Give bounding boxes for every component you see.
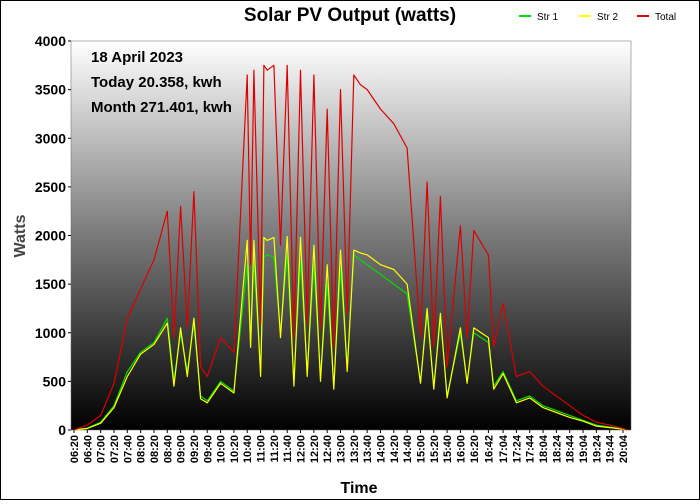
x-tick-label: 07:00 (96, 435, 108, 463)
x-tick-label: 17:44 (525, 434, 537, 463)
legend-label: Total (655, 12, 676, 23)
x-tick-label: 19:44 (605, 434, 617, 463)
series-line-total (73, 64, 628, 431)
x-axis-ticks: 06:20 06:40 07:00 07:20 07:40 08:00 08:20 08:40… (69, 430, 630, 463)
x-tick-label: 18:04 (538, 434, 550, 463)
x-tick-label: 13:00 (336, 435, 348, 463)
x-tick-label: 08:20 (149, 435, 161, 463)
y-tick-label: 4000 (35, 33, 66, 49)
x-tick-label: 13:20 (349, 435, 361, 463)
x-tick-label: 07:40 (122, 435, 134, 463)
x-tick-label: 19:24 (591, 434, 603, 463)
annotations: 18 April 2023 Today 20.358, kwh Month 271.… (91, 49, 232, 116)
y-axis-ticks: 0 500 1000 1500 2000 2500 3000 3500 4000 (35, 33, 71, 438)
x-tick-label: 09:40 (202, 435, 214, 463)
y-tick-label: 2500 (35, 179, 66, 195)
x-tick-label: 19:04 (578, 434, 590, 463)
x-tick-label: 06:40 (82, 435, 94, 463)
annotation-text: Month 271.401, kwh (91, 99, 232, 116)
x-tick-label: 20:04 (618, 434, 630, 463)
x-tick-label: 18:44 (565, 434, 577, 463)
series-line-str-2 (73, 235, 628, 431)
x-tick-label: 12:40 (322, 435, 334, 463)
annotation-text: 18 April 2023 (91, 49, 183, 66)
legend-label: Str 1 (537, 12, 559, 23)
y-tick-label: 3000 (35, 130, 66, 146)
plot-area (70, 40, 632, 431)
x-tick-label: 13:40 (362, 435, 374, 463)
series-layer (73, 64, 628, 431)
x-tick-label: 14:40 (402, 435, 414, 463)
y-tick-label: 0 (58, 422, 66, 438)
y-tick-label: 3500 (35, 82, 66, 98)
x-tick-label: 15:40 (442, 435, 454, 463)
y-tick-label: 1000 (35, 325, 66, 341)
y-tick-label: 2000 (35, 228, 66, 244)
x-tick-label: 15:20 (429, 435, 441, 463)
legend: Str 1 Str 2 Total (519, 12, 676, 23)
x-tick-label: 15:00 (415, 435, 427, 463)
x-tick-label: 09:20 (189, 435, 201, 463)
x-tick-label: 08:40 (162, 435, 174, 463)
x-tick-label: 11:40 (282, 435, 294, 463)
x-tick-label: 07:20 (109, 435, 121, 463)
x-tick-label: 12:20 (309, 435, 321, 463)
x-tick-label: 18:24 (551, 434, 563, 463)
chart-title: Solar PV Output (watts) (244, 5, 456, 26)
x-tick-label: 17:24 (511, 434, 523, 463)
x-tick-label: 16:42 (483, 435, 495, 463)
x-tick-label: 06:20 (69, 435, 81, 463)
x-tick-label: 14:00 (375, 435, 387, 463)
y-tick-label: 1500 (35, 276, 66, 292)
x-tick-label: 11:00 (256, 435, 268, 463)
x-tick-label: 10:40 (242, 435, 254, 463)
x-tick-label: 08:00 (136, 435, 148, 463)
x-tick-label: 11:20 (269, 435, 281, 463)
legend-label: Str 2 (597, 12, 619, 23)
x-tick-label: 10:00 (216, 435, 228, 463)
x-tick-label: 14:20 (389, 435, 401, 463)
y-axis-label: Watts (12, 214, 29, 257)
x-tick-label: 16:20 (469, 435, 481, 463)
x-tick-label: 09:00 (176, 435, 188, 463)
x-tick-label: 17:04 (498, 434, 510, 463)
annotation-text: Today 20.358, kwh (91, 74, 222, 91)
x-axis-label: Time (340, 480, 377, 497)
x-tick-label: 12:00 (296, 435, 308, 463)
x-tick-label: 10:20 (229, 435, 241, 463)
y-tick-label: 500 (43, 373, 67, 389)
x-tick-label: 16:00 (455, 435, 467, 463)
